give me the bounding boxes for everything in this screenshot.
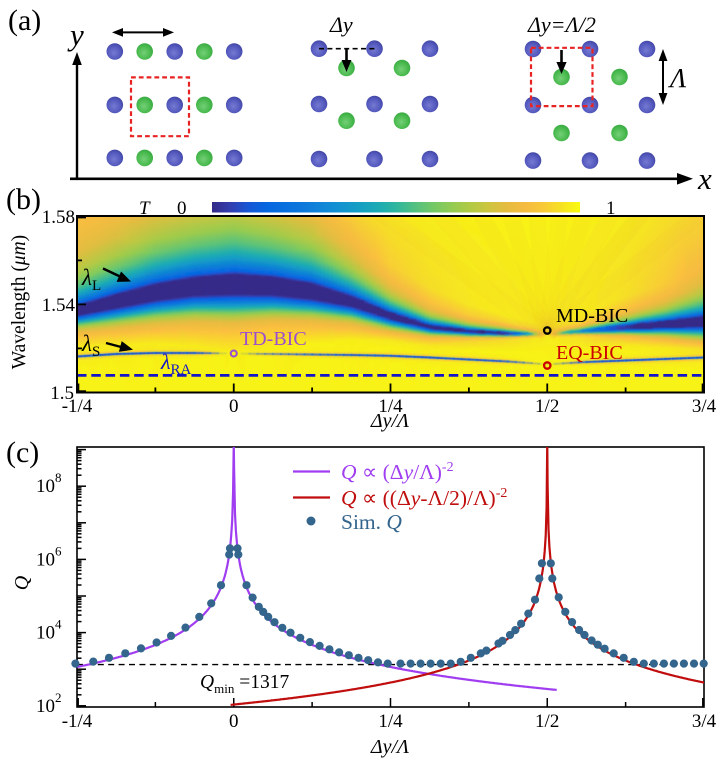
- svg-text:Δy: Δy: [329, 12, 353, 37]
- svg-text:4: 4: [55, 617, 62, 632]
- svg-text:8: 8: [55, 470, 62, 485]
- svg-text:10: 10: [36, 696, 55, 717]
- svg-text:1/2: 1/2: [535, 711, 559, 732]
- svg-text:3/4: 3/4: [692, 396, 717, 417]
- svg-text:3/4: 3/4: [692, 711, 717, 732]
- svg-text:-1/4: -1/4: [62, 396, 93, 417]
- svg-text:(c): (c): [6, 436, 39, 469]
- svg-text:10: 10: [36, 623, 55, 644]
- svg-text:Λ: Λ: [667, 63, 687, 93]
- svg-text:Δy/Λ: Δy/Λ: [370, 736, 409, 758]
- svg-text:1/2: 1/2: [535, 396, 559, 417]
- svg-text:Qmin =1317: Qmin =1317: [200, 672, 289, 696]
- svg-text:1/4: 1/4: [378, 711, 403, 732]
- svg-text:(b): (b): [6, 183, 41, 216]
- svg-text:Q ∝ ((Δy-Λ/2)/Λ)-2: Q ∝ ((Δy-Λ/2)/Λ)-2: [341, 486, 507, 510]
- svg-text:0: 0: [177, 198, 187, 219]
- svg-text:6: 6: [55, 543, 62, 558]
- svg-text:MD-BIC: MD-BIC: [556, 305, 628, 327]
- svg-text:Q ∝ (Δy/Λ)-2: Q ∝ (Δy/Λ)-2: [341, 460, 454, 484]
- svg-text:y: y: [67, 17, 84, 52]
- svg-text:(a): (a): [8, 4, 41, 37]
- svg-text:10: 10: [36, 476, 55, 497]
- svg-text:Wavelength (μm): Wavelength (μm): [9, 235, 30, 369]
- svg-text:Δy=Λ/2: Δy=Λ/2: [527, 12, 596, 37]
- svg-text:Sim. Q: Sim. Q: [341, 510, 402, 534]
- svg-text:10: 10: [36, 549, 55, 570]
- svg-text:TD-BIC: TD-BIC: [240, 328, 307, 350]
- svg-text:1.54: 1.54: [42, 295, 76, 316]
- svg-text:1.58: 1.58: [42, 207, 75, 228]
- svg-text:0: 0: [229, 711, 239, 732]
- svg-text:1: 1: [606, 198, 616, 219]
- svg-text:Q: Q: [11, 575, 33, 590]
- svg-text:Δy/Λ: Δy/Λ: [370, 410, 409, 432]
- svg-text:EQ-BIC: EQ-BIC: [556, 342, 623, 364]
- svg-text:x: x: [697, 161, 712, 196]
- svg-text:0: 0: [229, 396, 239, 417]
- svg-text:T: T: [139, 198, 151, 219]
- svg-text:-1/4: -1/4: [62, 711, 93, 732]
- svg-text:2: 2: [55, 690, 62, 705]
